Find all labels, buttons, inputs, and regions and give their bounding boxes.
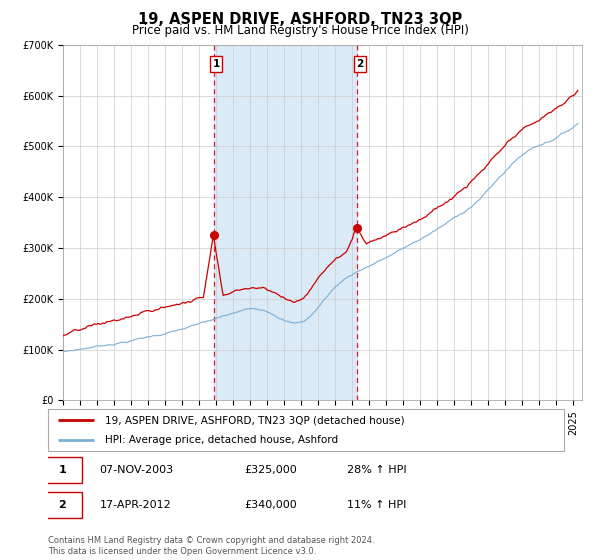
Text: £340,000: £340,000 — [244, 500, 297, 510]
Text: 19, ASPEN DRIVE, ASHFORD, TN23 3QP (detached house): 19, ASPEN DRIVE, ASHFORD, TN23 3QP (deta… — [105, 415, 404, 425]
Text: 1: 1 — [58, 465, 66, 475]
Text: 2: 2 — [58, 500, 66, 510]
Text: HPI: Average price, detached house, Ashford: HPI: Average price, detached house, Ashf… — [105, 435, 338, 445]
Text: Contains HM Land Registry data © Crown copyright and database right 2024.
This d: Contains HM Land Registry data © Crown c… — [48, 536, 374, 556]
Text: 17-APR-2012: 17-APR-2012 — [100, 500, 172, 510]
Bar — [214, 45, 357, 400]
Text: 28% ↑ HPI: 28% ↑ HPI — [347, 465, 407, 475]
Text: 19, ASPEN DRIVE, ASHFORD, TN23 3QP: 19, ASPEN DRIVE, ASHFORD, TN23 3QP — [138, 12, 462, 27]
Text: 07-NOV-2003: 07-NOV-2003 — [100, 465, 174, 475]
Text: Price paid vs. HM Land Registry's House Price Index (HPI): Price paid vs. HM Land Registry's House … — [131, 24, 469, 36]
Text: 11% ↑ HPI: 11% ↑ HPI — [347, 500, 407, 510]
Text: £325,000: £325,000 — [244, 465, 297, 475]
Text: 2: 2 — [356, 59, 364, 69]
FancyBboxPatch shape — [43, 492, 82, 518]
FancyBboxPatch shape — [43, 458, 82, 483]
Text: 1: 1 — [212, 59, 220, 69]
FancyBboxPatch shape — [48, 409, 564, 451]
